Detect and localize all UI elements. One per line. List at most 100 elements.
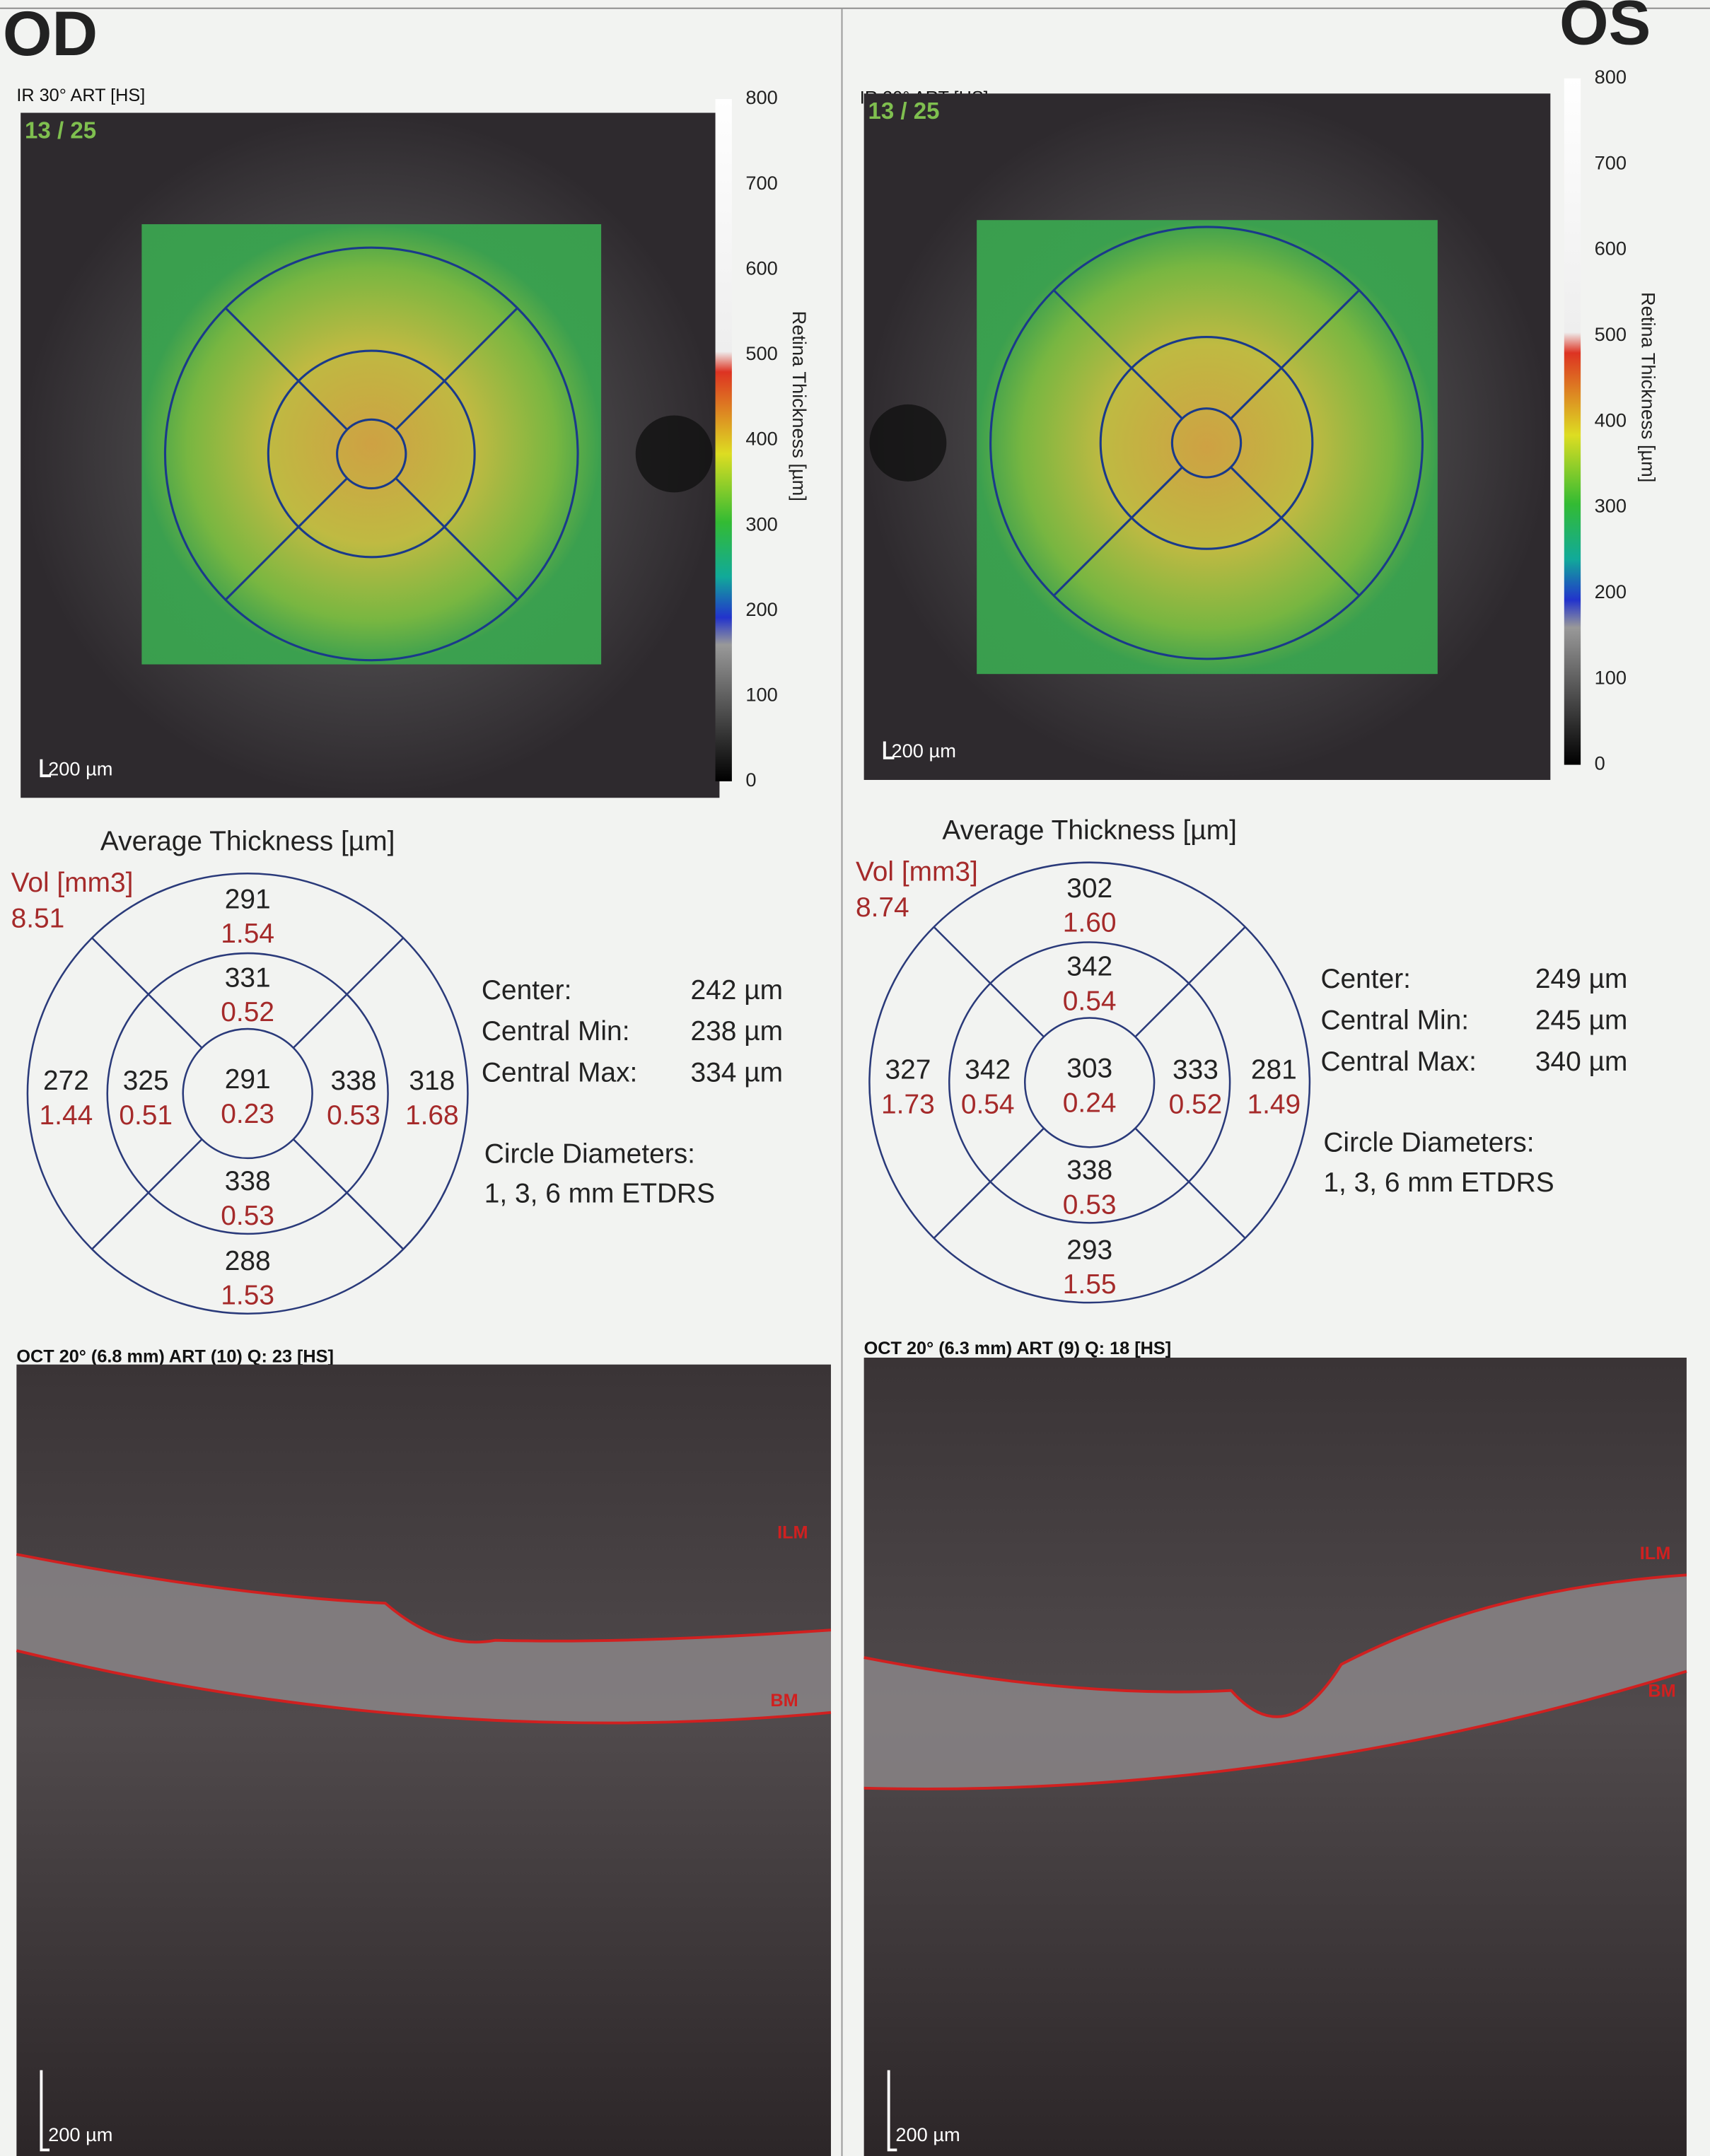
etdrs-ring (1099, 336, 1314, 550)
frame-counter: 13 / 25 (868, 98, 939, 124)
etdrs-ring (336, 418, 407, 490)
stat-value: 245 µm (1535, 1006, 1628, 1036)
colorbar-tick: 500 (1595, 323, 1627, 345)
sector-thickness: 338 (331, 1066, 377, 1096)
vol-label: Vol [mm3] (856, 857, 978, 887)
grid-spoke (292, 937, 405, 1049)
grid-spoke (292, 1138, 405, 1250)
grid-ring (26, 872, 469, 1315)
colorbar-tick: 800 (1595, 66, 1627, 88)
sector-volume: 1.54 (221, 919, 274, 949)
oct-scalebar: 200 µm (895, 2123, 960, 2145)
colorbar-title: Retina Thickness [µm] (1637, 292, 1659, 482)
vol-total: 8.74 (856, 892, 909, 923)
sector-volume: 1.55 (1063, 1269, 1117, 1300)
sector-volume: 1.68 (405, 1100, 459, 1131)
colorbar-tick: 100 (745, 683, 777, 705)
sector-volume: 0.53 (327, 1100, 380, 1131)
sector-thickness: 288 (225, 1246, 271, 1276)
sector-thickness: 338 (1066, 1155, 1112, 1186)
stat-label: Central Min: (1320, 1006, 1469, 1036)
circle-value: 1, 3, 6 mm ETDRS (1323, 1167, 1554, 1198)
etdrs-spoke (224, 477, 348, 601)
sector-thickness: 325 (123, 1066, 169, 1096)
sector-volume: 1.44 (40, 1100, 93, 1131)
colorbar-tick: 800 (745, 86, 777, 108)
stat-label: Central Max: (1320, 1047, 1476, 1077)
oct-header: OCT 20° (6.3 mm) ART (9) Q: 18 [HS] (864, 1339, 1172, 1358)
colorbar-tick: 200 (1595, 581, 1627, 602)
oct-header: OCT 20° (6.8 mm) ART (10) Q: 23 [HS] (16, 1347, 334, 1367)
sector-thickness: 291 (225, 1064, 271, 1095)
sector-volume: 0.54 (961, 1089, 1015, 1119)
sector-volume: 0.53 (221, 1201, 274, 1231)
grid-spoke (91, 937, 203, 1049)
bm-label: BM (1648, 1681, 1675, 1701)
ilm-label: ILM (777, 1523, 808, 1543)
sector-volume: 0.52 (221, 997, 274, 1027)
stat-label: Central Max: (482, 1058, 637, 1088)
grid-spoke (91, 1138, 203, 1250)
optic-disc (869, 404, 947, 482)
colorbar-tick: 300 (1595, 495, 1627, 517)
grid-ring (106, 952, 389, 1235)
sector-thickness: 281 (1251, 1055, 1297, 1085)
etdrs-ring (163, 246, 579, 662)
colorbar-tick: 700 (745, 172, 777, 194)
ilm-line (863, 1573, 1687, 1718)
scale-mark (40, 759, 51, 778)
colorbar-tick: 600 (745, 257, 777, 279)
bm-line (16, 1649, 832, 1725)
frame-counter: 13 / 25 (25, 117, 96, 144)
colorbar-title: Retina Thickness [µm] (789, 311, 810, 501)
fundus-header: IR 30° ART [HS] (16, 86, 145, 105)
thickness-map (977, 220, 1438, 675)
bm-label: BM (770, 1691, 798, 1711)
fundus-scalebar: 200 µm (892, 740, 956, 762)
stat-label: Central Min: (482, 1016, 630, 1047)
grid-ring (948, 941, 1231, 1224)
etdrs-spoke (1230, 466, 1361, 597)
vol-total: 8.51 (11, 904, 65, 934)
sector-volume: 1.49 (1247, 1089, 1301, 1119)
sector-thickness: 272 (43, 1066, 89, 1096)
thickness-title: Average Thickness [µm] (942, 815, 1237, 846)
colorbar-tick: 500 (745, 342, 777, 364)
sector-thickness: 331 (225, 962, 271, 993)
thickness-map (141, 224, 602, 665)
colorbar-tick: 0 (1595, 752, 1605, 774)
etdrs-spoke (1230, 289, 1361, 420)
eye-label: OD (3, 0, 98, 69)
colorbar-tick: 100 (1595, 666, 1627, 688)
colorbar (715, 99, 732, 781)
stat-value: 340 µm (1535, 1047, 1628, 1077)
sector-volume: 0.24 (1063, 1088, 1117, 1118)
sector-volume: 0.54 (1063, 986, 1117, 1016)
colorbar-tick: 600 (1595, 238, 1627, 260)
sector-thickness: 302 (1066, 873, 1112, 904)
ilm-line (16, 1553, 832, 1644)
circle-label: Circle Diameters: (1323, 1128, 1534, 1158)
stat-label: Center: (482, 975, 572, 1006)
sector-volume: 1.60 (1063, 907, 1117, 938)
thickness-title: Average Thickness [µm] (100, 827, 395, 857)
sector-thickness: 291 (225, 884, 271, 914)
etdrs-spoke (395, 477, 518, 601)
colorbar-tick: 200 (745, 598, 777, 620)
retina-band (16, 1554, 831, 1723)
stat-label: Center: (1320, 964, 1411, 994)
stat-value: 334 µm (691, 1058, 783, 1088)
etdrs-ring (989, 226, 1424, 660)
sector-volume: 0.51 (119, 1100, 173, 1131)
oct-scalebar: 200 µm (48, 2123, 112, 2145)
etdrs-spoke (224, 307, 348, 431)
fundus-scalebar: 200 µm (48, 758, 112, 780)
oct-scale-mark (887, 2070, 897, 2152)
colorbar-tick: 400 (745, 428, 777, 450)
grid-ring (1023, 1017, 1156, 1148)
grid-ring (182, 1027, 313, 1160)
vol-label: Vol [mm3] (11, 868, 134, 898)
sector-volume: 0.52 (1169, 1089, 1223, 1119)
